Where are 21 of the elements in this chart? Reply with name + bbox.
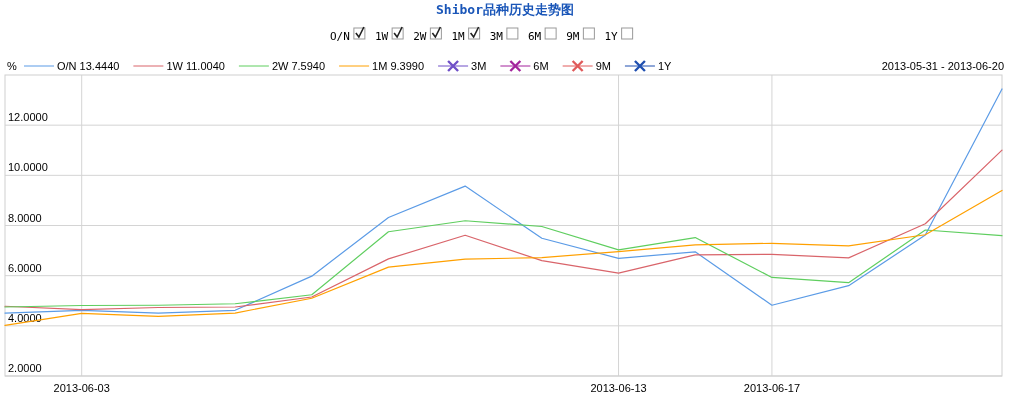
chart-title: Shibor品种历史走势图 xyxy=(436,2,574,17)
x-tick-label: 2013-06-03 xyxy=(53,382,110,394)
legend-label: 3M xyxy=(471,60,487,72)
text: 2013-05-31 - 2013-06-20 xyxy=(881,60,1004,72)
y-tick-label: 8.0000 xyxy=(8,211,42,224)
legend-label: 2W 7.5940 xyxy=(271,60,326,72)
series-selector: O/N 1W 2W 1M 3M 6M 9M 1Y xyxy=(330,26,634,43)
legend-label: 6M xyxy=(533,60,549,72)
y-tick-label: 2.0000 xyxy=(8,362,42,374)
y-tick-label: 10.0000 xyxy=(8,161,48,174)
y-tick-label: 12.0000 xyxy=(8,111,48,124)
legend-label: 1W 11.0040 xyxy=(166,60,225,72)
legend-label: 9M xyxy=(595,60,611,72)
x-tick-label: 2013-06-17 xyxy=(743,382,801,394)
y-tick-label: 4.0000 xyxy=(8,311,42,324)
y-axis-title: % xyxy=(7,60,17,72)
legend-label: 1Y xyxy=(657,60,673,72)
x-tick-label: 2013-06-13 xyxy=(590,382,647,394)
legend-label: 1M 9.3990 xyxy=(372,60,425,72)
y-tick-label: 6.0000 xyxy=(8,261,42,274)
legend-label: O/N 13.4440 xyxy=(57,60,120,72)
